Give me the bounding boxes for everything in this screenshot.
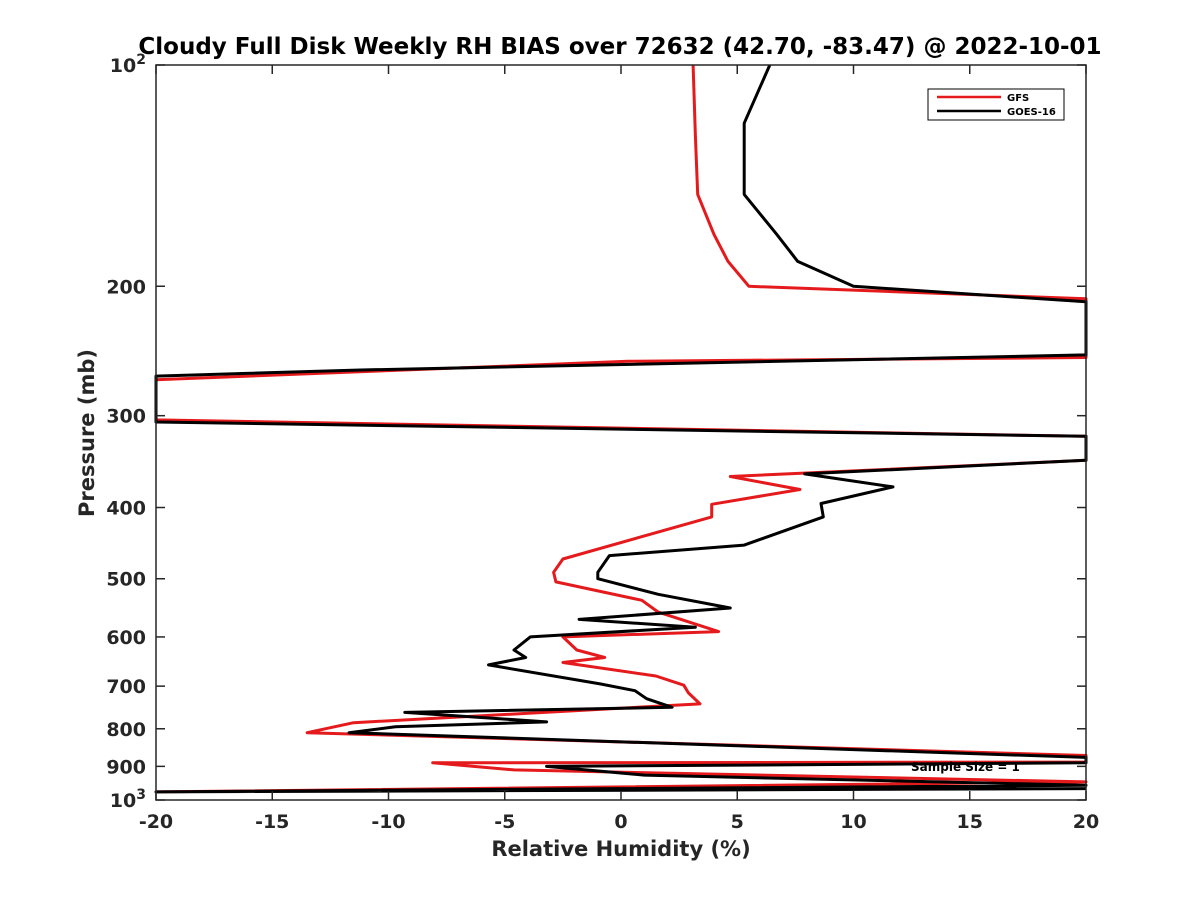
- y-axis-label: Pressure (mb): [75, 349, 99, 517]
- x-tick-label: 10: [840, 811, 866, 833]
- x-axis: -20 -15 -10 -5 0 5 10 15 20: [139, 65, 1099, 833]
- legend-label-gfs: GFS: [1007, 93, 1029, 104]
- y-tick-label: 300: [106, 406, 146, 428]
- y-tick-label: 800: [106, 719, 146, 741]
- x-tick-label: 15: [957, 811, 983, 833]
- x-tick-label: -5: [494, 811, 515, 833]
- x-tick-label: 5: [731, 811, 744, 833]
- series-line-1: [154, 64, 1088, 794]
- y-tick-exponent: 2: [136, 52, 146, 68]
- y-tick-label: 500: [106, 569, 146, 591]
- y-tick-label: 200: [106, 276, 146, 298]
- y-tick-label: 700: [106, 676, 146, 698]
- chart-title: Cloudy Full Disk Weekly RH BIAS over 726…: [138, 34, 1101, 60]
- x-tick-label: -10: [371, 811, 405, 833]
- sample-size-annotation: Sample Size = 1: [911, 760, 1020, 774]
- y-tick-label: 400: [106, 498, 146, 520]
- x-tick-label: 0: [614, 811, 627, 833]
- legend: GFS GOES-16: [927, 88, 1065, 121]
- y-tick-exponent: 3: [136, 787, 146, 803]
- x-tick-label: -20: [139, 811, 173, 833]
- y-tick-label: 600: [106, 627, 146, 649]
- y-tick-label: 900: [106, 756, 146, 778]
- legend-label-goes16: GOES-16: [1007, 107, 1056, 118]
- legend-box: [927, 88, 1065, 121]
- x-tick-label: 20: [1073, 811, 1099, 833]
- x-tick-label: -15: [255, 811, 289, 833]
- x-axis-label: Relative Humidity (%): [491, 837, 750, 861]
